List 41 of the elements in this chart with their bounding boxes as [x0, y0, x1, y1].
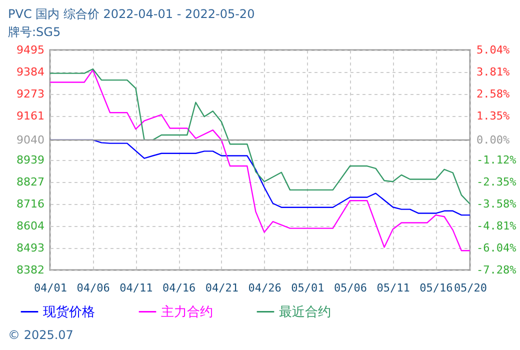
y-tick-label: 8716: [16, 197, 44, 210]
y2-tick-label: -4.81%: [476, 219, 517, 232]
y2-tick-label: 5.04%: [476, 44, 510, 56]
line-series: [49, 68, 471, 205]
y-tick-label: 8493: [16, 242, 44, 255]
y2-tick-label: -1.12%: [476, 154, 517, 166]
y2-tick-label: -2.35%: [476, 175, 517, 188]
chart-subtitle: 牌号:SG5: [8, 24, 61, 41]
line-series: [49, 69, 471, 252]
y-tick-label: 8604: [16, 220, 44, 233]
y2-tick-label: 0.00%: [476, 134, 510, 146]
y-tick-label: 9384: [16, 65, 44, 78]
x-tick-label: 05/20: [454, 282, 488, 294]
legend-label: 主力合约: [161, 304, 213, 320]
y2-tick-label: 3.81%: [476, 65, 510, 78]
legend-label: 最近合约: [279, 304, 331, 320]
x-tick-label: 05/01: [291, 282, 324, 294]
y2-tick-label: -3.58%: [476, 197, 517, 210]
x-tick-label: 04/16: [162, 282, 196, 294]
x-tick-label: 05/11: [376, 282, 410, 294]
y-tick-label: 8827: [16, 176, 44, 189]
y2-tick-label: 1.35%: [476, 109, 510, 122]
x-tick-label: 04/01: [34, 282, 68, 294]
x-tick-label: 04/11: [120, 282, 153, 294]
y-tick-label: 9495: [16, 44, 44, 56]
y-tick-label: 8382: [16, 264, 44, 276]
y-tick-label: 9273: [16, 87, 44, 100]
x-tick-label: 04/06: [76, 282, 110, 294]
y-tick-label: 9161: [16, 110, 44, 123]
legend-label: 现货价格: [43, 304, 95, 320]
y2-tick-label: 2.58%: [476, 87, 510, 100]
y2-tick-label: -7.28%: [476, 264, 517, 276]
x-tick-label: 04/26: [248, 282, 282, 294]
chart-title: PVC 国内 综合价 2022-04-01 - 2022-05-20: [8, 6, 255, 23]
x-tick-label: 05/06: [334, 282, 368, 294]
x-tick-label: 05/16: [420, 282, 453, 294]
y2-tick-label: -6.04%: [476, 241, 517, 254]
y-tick-label: 8939: [16, 153, 44, 166]
x-tick-label: 04/21: [205, 282, 238, 294]
y-tick-label: 9040: [16, 133, 44, 146]
text: © 2025.07: [8, 328, 74, 342]
